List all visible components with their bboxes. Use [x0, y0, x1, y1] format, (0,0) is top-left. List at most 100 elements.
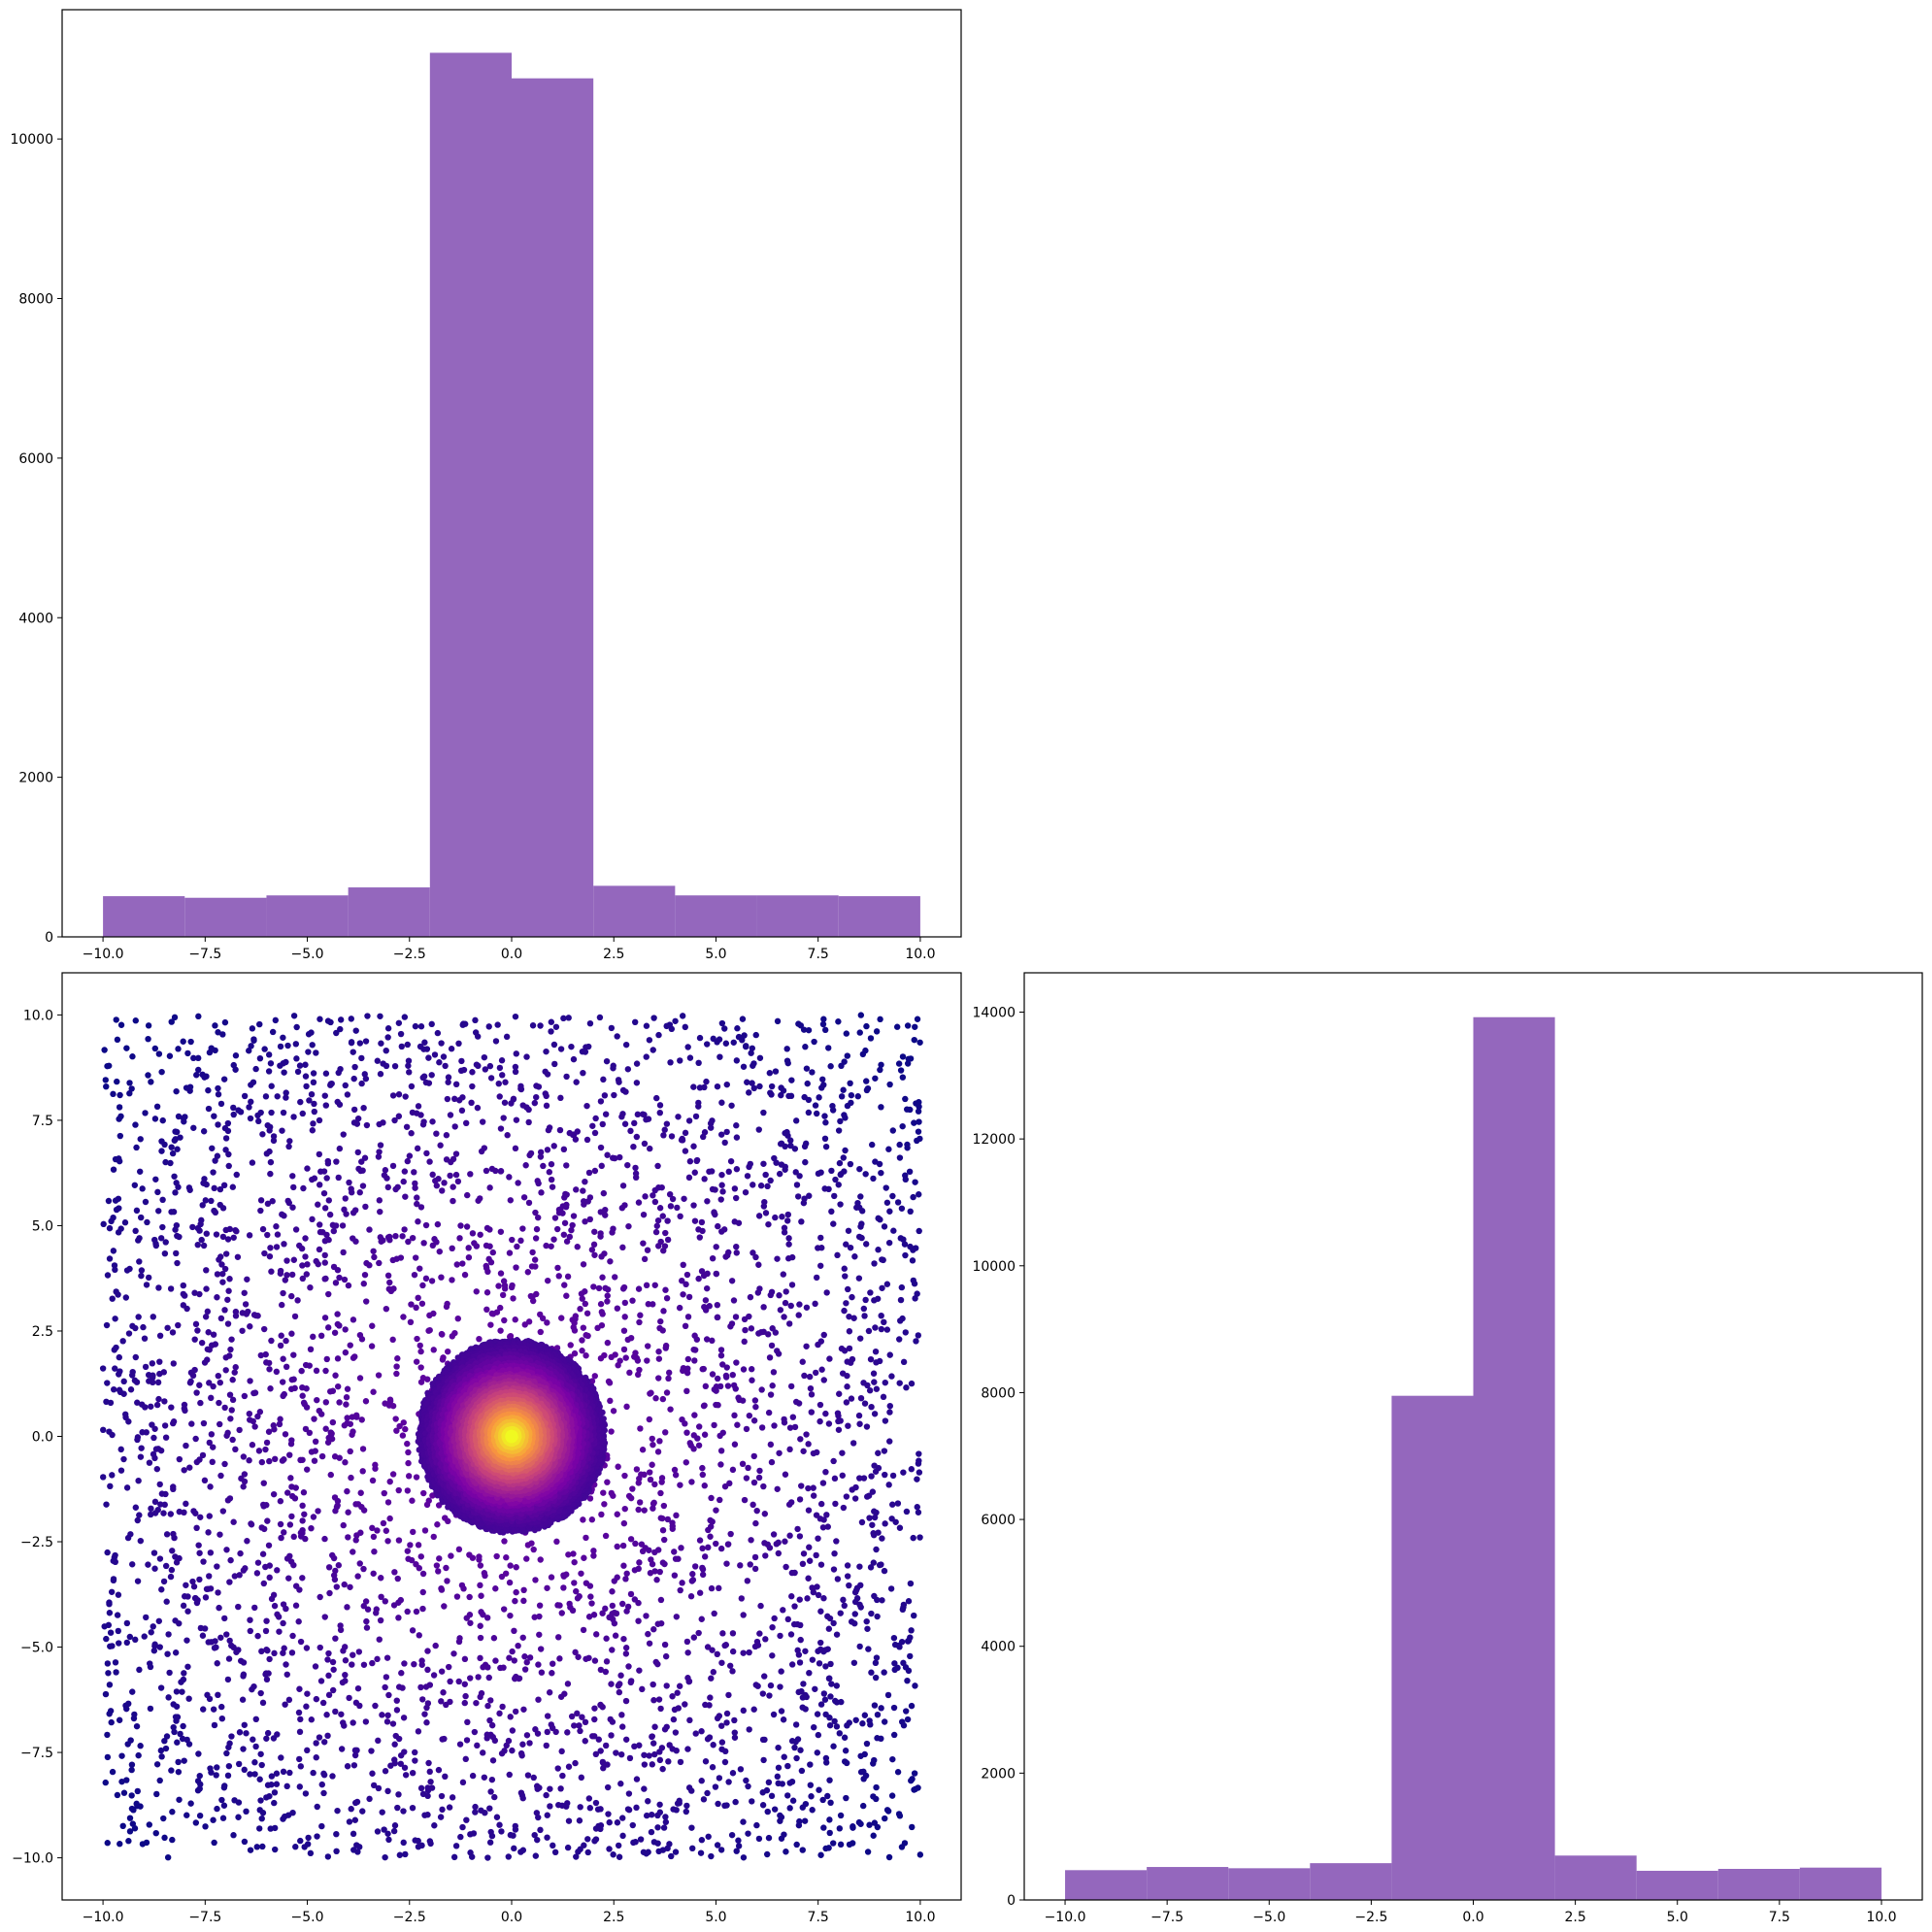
scatter-point: [853, 1584, 861, 1591]
scatter-point: [757, 1183, 765, 1189]
scatter-point: [603, 1057, 611, 1065]
scatter-point: [110, 1577, 117, 1584]
scatter-point: [120, 1378, 127, 1385]
scatter-point: [132, 1353, 139, 1361]
scatter-point: [776, 1292, 783, 1299]
scatter-point: [750, 1084, 757, 1092]
scatter-point: [778, 1708, 785, 1715]
scatter-point: [247, 1771, 253, 1778]
scatter-point: [824, 1792, 831, 1800]
scatter-point: [477, 1231, 483, 1238]
scatter-point: [654, 1840, 661, 1847]
scatter-point: [290, 1114, 297, 1120]
scatter-point: [626, 1754, 634, 1762]
scatter-point: [811, 1038, 817, 1046]
scatter-point: [734, 1421, 741, 1428]
scatter-point: [785, 1255, 792, 1262]
scatter-point: [415, 1294, 421, 1302]
scatter-point: [143, 1614, 150, 1621]
scatter-point: [579, 1348, 585, 1354]
scatter-point: [497, 1327, 504, 1334]
scatter-point: [792, 1398, 800, 1406]
scatter-point: [106, 1682, 114, 1688]
scatter-point: [273, 1223, 280, 1230]
scatter-point: [337, 1065, 344, 1073]
scatter-point: [472, 1803, 479, 1811]
scatter-point: [775, 1350, 783, 1357]
scatter-point: [691, 1332, 698, 1339]
scatter-point: [815, 1731, 822, 1739]
scatter-point: [131, 1711, 138, 1718]
scatter-point: [400, 1178, 407, 1185]
scatter-point: [281, 1529, 287, 1536]
scatter-point: [576, 1722, 583, 1729]
scatter-point: [826, 1816, 833, 1823]
scatter-point: [383, 1062, 390, 1070]
scatter-point: [241, 1478, 249, 1485]
scatter-point: [336, 1274, 343, 1282]
scatter-point: [756, 1054, 764, 1061]
scatter-point: [805, 1575, 812, 1582]
scatter-point: [813, 1274, 820, 1282]
scatter-point: [771, 1615, 778, 1622]
scatter-point: [174, 1146, 181, 1152]
scatter-point: [390, 1827, 398, 1835]
scatter-point: [342, 1082, 349, 1089]
scatter-point: [340, 1521, 347, 1529]
scatter-point: [661, 1641, 669, 1649]
scatter-point: [360, 1661, 368, 1668]
scatter-point: [210, 1706, 217, 1713]
scatter-point: [316, 1016, 323, 1022]
scatter-point: [452, 1171, 460, 1179]
scatter-point: [336, 1454, 343, 1461]
scatter-point: [215, 1029, 221, 1036]
scatter-point: [438, 1040, 445, 1047]
scatter-point: [104, 1549, 111, 1556]
scatter-point: [417, 1204, 425, 1211]
scatter-point: [484, 1268, 491, 1276]
scatter-point: [837, 1201, 844, 1208]
scatter-point: [622, 1576, 629, 1582]
scatter-point: [200, 1242, 208, 1249]
scatter-point: [784, 1616, 791, 1623]
scatter-point: [781, 1753, 787, 1760]
scatter-point: [565, 1763, 573, 1770]
scatter-point: [682, 1023, 688, 1031]
scatter-point: [416, 1043, 424, 1050]
scatter-point: [369, 1322, 376, 1329]
scatter-point: [189, 1223, 196, 1231]
scatter-point: [492, 1585, 499, 1592]
scatter-point: [806, 1192, 813, 1199]
scatter-point: [241, 1092, 249, 1100]
scatter-point: [296, 1755, 303, 1763]
scatter-point: [492, 1038, 500, 1045]
scatter-point: [425, 1497, 432, 1504]
scatter-point: [901, 1241, 909, 1248]
scatter-point: [637, 1312, 644, 1318]
scatter-point: [818, 1245, 825, 1251]
scatter-point: [151, 1116, 159, 1122]
scatter-point: [302, 1425, 310, 1433]
scatter-point: [351, 1751, 359, 1759]
scatter-point: [733, 1249, 740, 1256]
scatter-point: [316, 1593, 323, 1601]
scatter-point: [817, 1646, 824, 1653]
scatter-point: [240, 1483, 247, 1490]
scatter-point: [304, 1747, 311, 1754]
scatter-point: [377, 1071, 384, 1078]
scatter-point: [586, 1805, 594, 1812]
scatter-point: [512, 1316, 518, 1323]
scatter-point: [737, 1766, 745, 1773]
scatter-point: [488, 1165, 496, 1173]
scatter-point: [313, 1367, 320, 1375]
scatter-point: [652, 1395, 659, 1402]
scatter-point: [382, 1167, 389, 1174]
scatter-point: [322, 1102, 330, 1109]
scatter-point: [264, 1121, 271, 1129]
scatter-point: [573, 1186, 580, 1193]
scatter-point: [438, 1274, 445, 1281]
scatter-point: [145, 1072, 151, 1079]
scatter-point: [798, 1218, 805, 1225]
scatter-point: [870, 1832, 877, 1839]
scatter-point: [752, 1253, 759, 1261]
